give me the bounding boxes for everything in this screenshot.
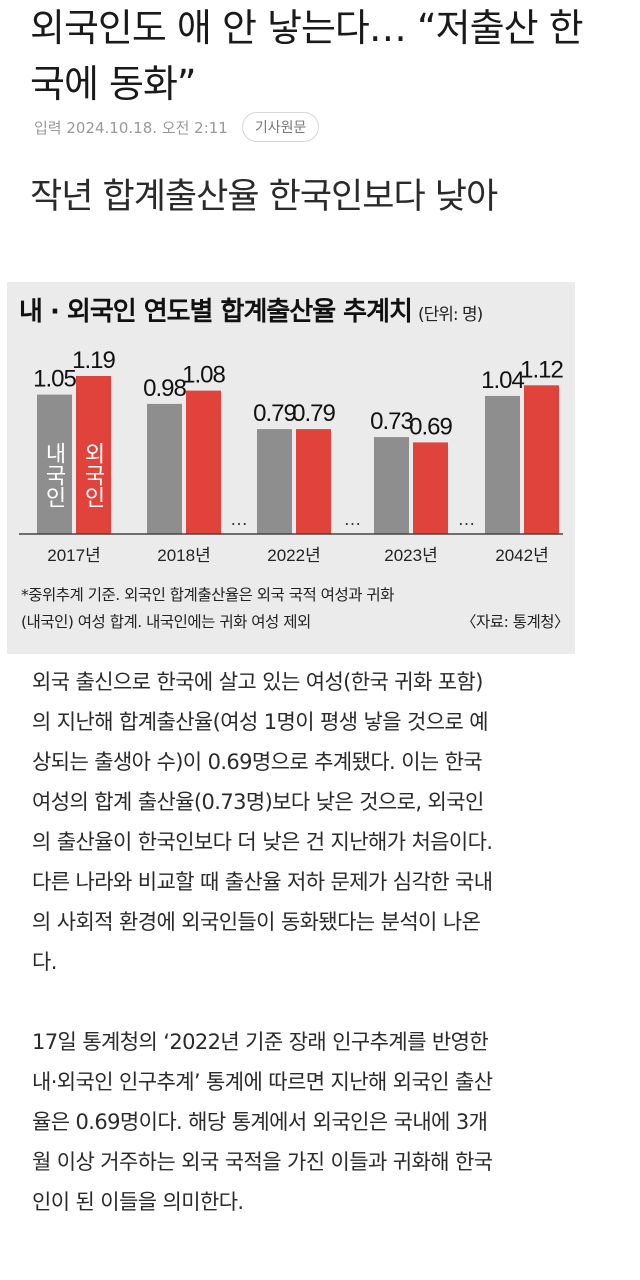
- body-line: 율은 0.69명이다. 해당 통계에서 외국인은 국내에 3개: [32, 1110, 488, 1134]
- body-line: 인이 된 이들을 의미한다.: [32, 1190, 244, 1214]
- publish-date: 입력 2024.10.18. 오전 2:11: [34, 118, 228, 137]
- x-tick-label: 2018년: [157, 546, 210, 565]
- bar-value-label: 0.69: [409, 413, 452, 440]
- bar-foreign: [524, 385, 559, 534]
- bar-native: [374, 437, 409, 534]
- gap-ellipsis: …: [230, 509, 248, 529]
- x-tick-label: 2042년: [495, 546, 548, 565]
- chart-note-text: *중위추계 기준. 외국인 합계출산율은 외국 국적 여성과 귀화: [21, 586, 394, 604]
- chart-title: 내 · 외국인 연도별 합계출산율 추계치 (단위: 명): [19, 291, 483, 328]
- bar-foreign: [186, 390, 221, 534]
- bar-value-label: 1.19: [72, 347, 115, 374]
- x-tick-label: 2023년: [384, 546, 437, 565]
- body-line: 다.: [32, 950, 57, 974]
- article-body: 외국 출신으로 한국에 살고 있는 여성(한국 귀화 포함) 의 지난해 합계출…: [32, 662, 610, 1262]
- body-line: 외국 출신으로 한국에 살고 있는 여성(한국 귀화 포함): [32, 670, 483, 694]
- article-headline: 외국인도 애 안 낳는다… “저출산 한 국에 동화”: [30, 0, 615, 112]
- chart-note: *중위추계 기준. 외국인 합계출산율은 외국 국적 여성과 귀화 (내국인) …: [21, 582, 569, 636]
- body-line: 의 지난해 합계출산율(여성 1명이 평생 낳을 것으로 예: [32, 710, 489, 734]
- bar-foreign: [76, 376, 111, 534]
- bar-native: [147, 403, 182, 534]
- series-legend-label: 내국인: [42, 442, 67, 508]
- body-line: 월 이상 거주하는 외국 국적을 가진 이들과 귀화해 한국: [32, 1150, 493, 1174]
- chart-figure: 1.05 1.19 2017년 0.98 1.08 2018년 0.79 0.79 2022년 0…: [7, 282, 575, 654]
- headline-line: 국에 동화”: [30, 62, 197, 106]
- body-line: 의 출산율이 한국인보다 더 낮은 건 지난해가 처음이다.: [32, 830, 493, 854]
- bar-native: [485, 395, 520, 534]
- chart-title-text: 내 · 외국인 연도별 합계출산율 추계치: [19, 297, 413, 327]
- chart-unit: (단위: 명): [417, 305, 483, 325]
- bar-foreign: [413, 442, 448, 534]
- body-paragraph: 17일 통계청의 ‘2022년 기준 장래 인구추계를 반영한 내·외국인 인구…: [32, 1022, 610, 1222]
- gap-ellipsis: …: [344, 509, 362, 529]
- bar-value-label: 1.08: [182, 362, 225, 389]
- body-line: 다른 나라와 비교할 때 출산율 저하 문제가 심각한 국내: [32, 870, 493, 894]
- gap-ellipsis: …: [458, 509, 476, 529]
- bar-value-label: 0.98: [143, 375, 186, 402]
- bar-native: [257, 429, 292, 534]
- article-subheading: 작년 합계출산율 한국인보다 낮아: [30, 177, 498, 217]
- chart-note-line: *중위추계 기준. 외국인 합계출산율은 외국 국적 여성과 귀화: [21, 582, 569, 609]
- headline-line: 외국인도 애 안 낳는다… “저출산 한: [30, 6, 584, 50]
- bar-native: [37, 394, 72, 534]
- bar-value-label: 0.73: [370, 408, 413, 435]
- original-article-button[interactable]: 기사원문: [241, 112, 320, 142]
- article-meta: 입력 2024.10.18. 오전 2:11 기사원문: [34, 111, 320, 143]
- bar-chart: 1.051.19 2017년 0.981.08 2018년 0.790.79 2022년 0…: [19, 347, 565, 565]
- x-tick-label: 2017년: [47, 546, 100, 565]
- chart-source: 〈자료: 통계청〉: [461, 613, 569, 631]
- bar-value-label: 1.05: [33, 366, 76, 393]
- bar-value-label: 1.12: [520, 356, 563, 383]
- body-paragraph: 외국 출신으로 한국에 살고 있는 여성(한국 귀화 포함) 의 지난해 합계출…: [32, 662, 610, 982]
- bar-foreign: [296, 429, 331, 534]
- body-line: 17일 통계청의 ‘2022년 기준 장래 인구추계를 반영한: [32, 1030, 489, 1054]
- bar-value-label: 1.04: [481, 367, 524, 394]
- series-legend-label: 외국인: [81, 442, 106, 508]
- body-line: 여성의 합계 출산율(0.73명)보다 낮은 것으로, 외국인: [32, 790, 484, 814]
- body-line: 내·외국인 인구추계’ 통계에 따르면 지난해 외국인 출산: [32, 1070, 493, 1094]
- bar-value-label: 0.79: [292, 400, 335, 427]
- body-line: 의 사회적 환경에 외국인들이 동화됐다는 분석이 나온: [32, 910, 481, 934]
- chart-note-text: (내국인) 여성 합계. 내국인에는 귀화 여성 제외: [21, 613, 311, 631]
- body-line: 상되는 출생아 수)이 0.69명으로 추계됐다. 이는 한국: [32, 750, 483, 774]
- x-tick-label: 2022년: [267, 546, 320, 565]
- bar-value-label: 0.79: [253, 400, 296, 427]
- chart-note-line: (내국인) 여성 합계. 내국인에는 귀화 여성 제외 〈자료: 통계청〉: [21, 609, 569, 636]
